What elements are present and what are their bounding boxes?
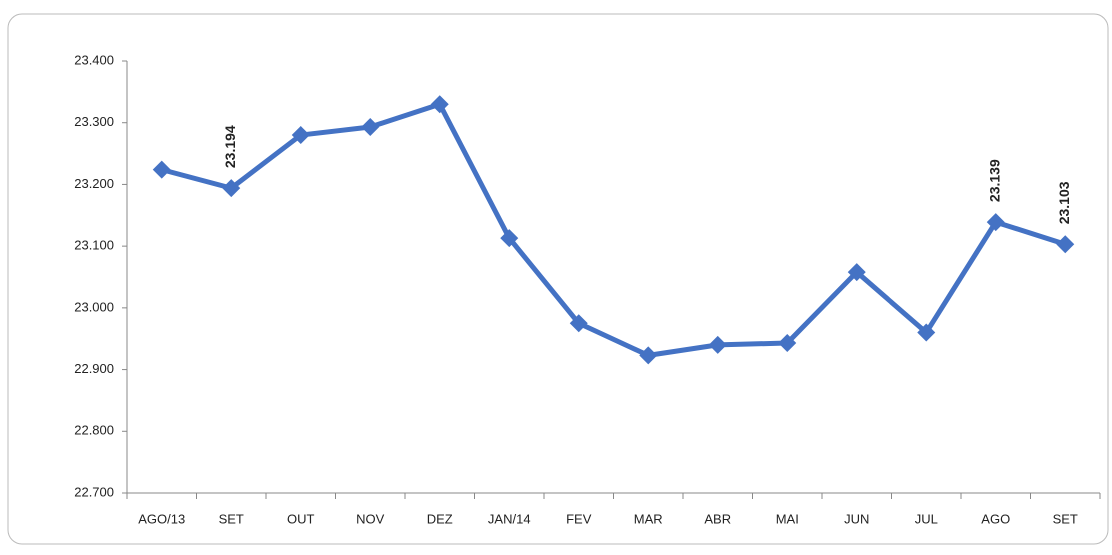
y-tick-label: 23.000 [74,299,114,314]
x-tick-label: SET [219,511,244,526]
x-tick-label: SET [1053,511,1078,526]
data-point [291,126,310,145]
data-point [500,229,519,248]
y-tick-label: 22.700 [74,484,114,499]
x-tick-label: JUN [844,511,869,526]
x-tick-label: AGO [981,511,1010,526]
data-line [161,101,1067,358]
x-tick-label: AGO/13 [138,511,185,526]
chart-border [7,13,1109,545]
data-point [152,160,171,179]
data-point [847,263,866,282]
x-tick-label: ABR [704,511,731,526]
y-tick-label: 23.300 [74,114,114,129]
data-point [778,334,797,353]
x-tick-label: MAR [634,511,663,526]
data-point [430,95,449,114]
x-tick-label: MAI [776,511,799,526]
data-point [708,335,727,354]
x-tick-label: OUT [287,511,315,526]
value-label: 23.103 [1056,181,1072,224]
data-point [361,118,380,137]
value-label: 23.194 [222,125,238,168]
x-tick-label: DEZ [427,511,453,526]
y-tick-label: 23.100 [74,238,114,253]
x-tick-label: JUL [915,511,938,526]
y-tick-label: 22.900 [74,361,114,376]
y-tick-label: 22.800 [74,423,114,438]
value-label: 23.139 [986,159,1002,202]
x-tick-label: JAN/14 [488,511,531,526]
data-point [569,314,588,333]
data-point [639,346,658,365]
y-tick-label: 23.200 [74,176,114,191]
data-point [986,213,1005,232]
data-point [222,179,241,198]
data-point [917,323,936,342]
x-tick-label: NOV [356,511,385,526]
data-point [1056,235,1075,254]
x-tick-label: FEV [566,511,592,526]
y-tick-label: 23.400 [74,52,114,67]
